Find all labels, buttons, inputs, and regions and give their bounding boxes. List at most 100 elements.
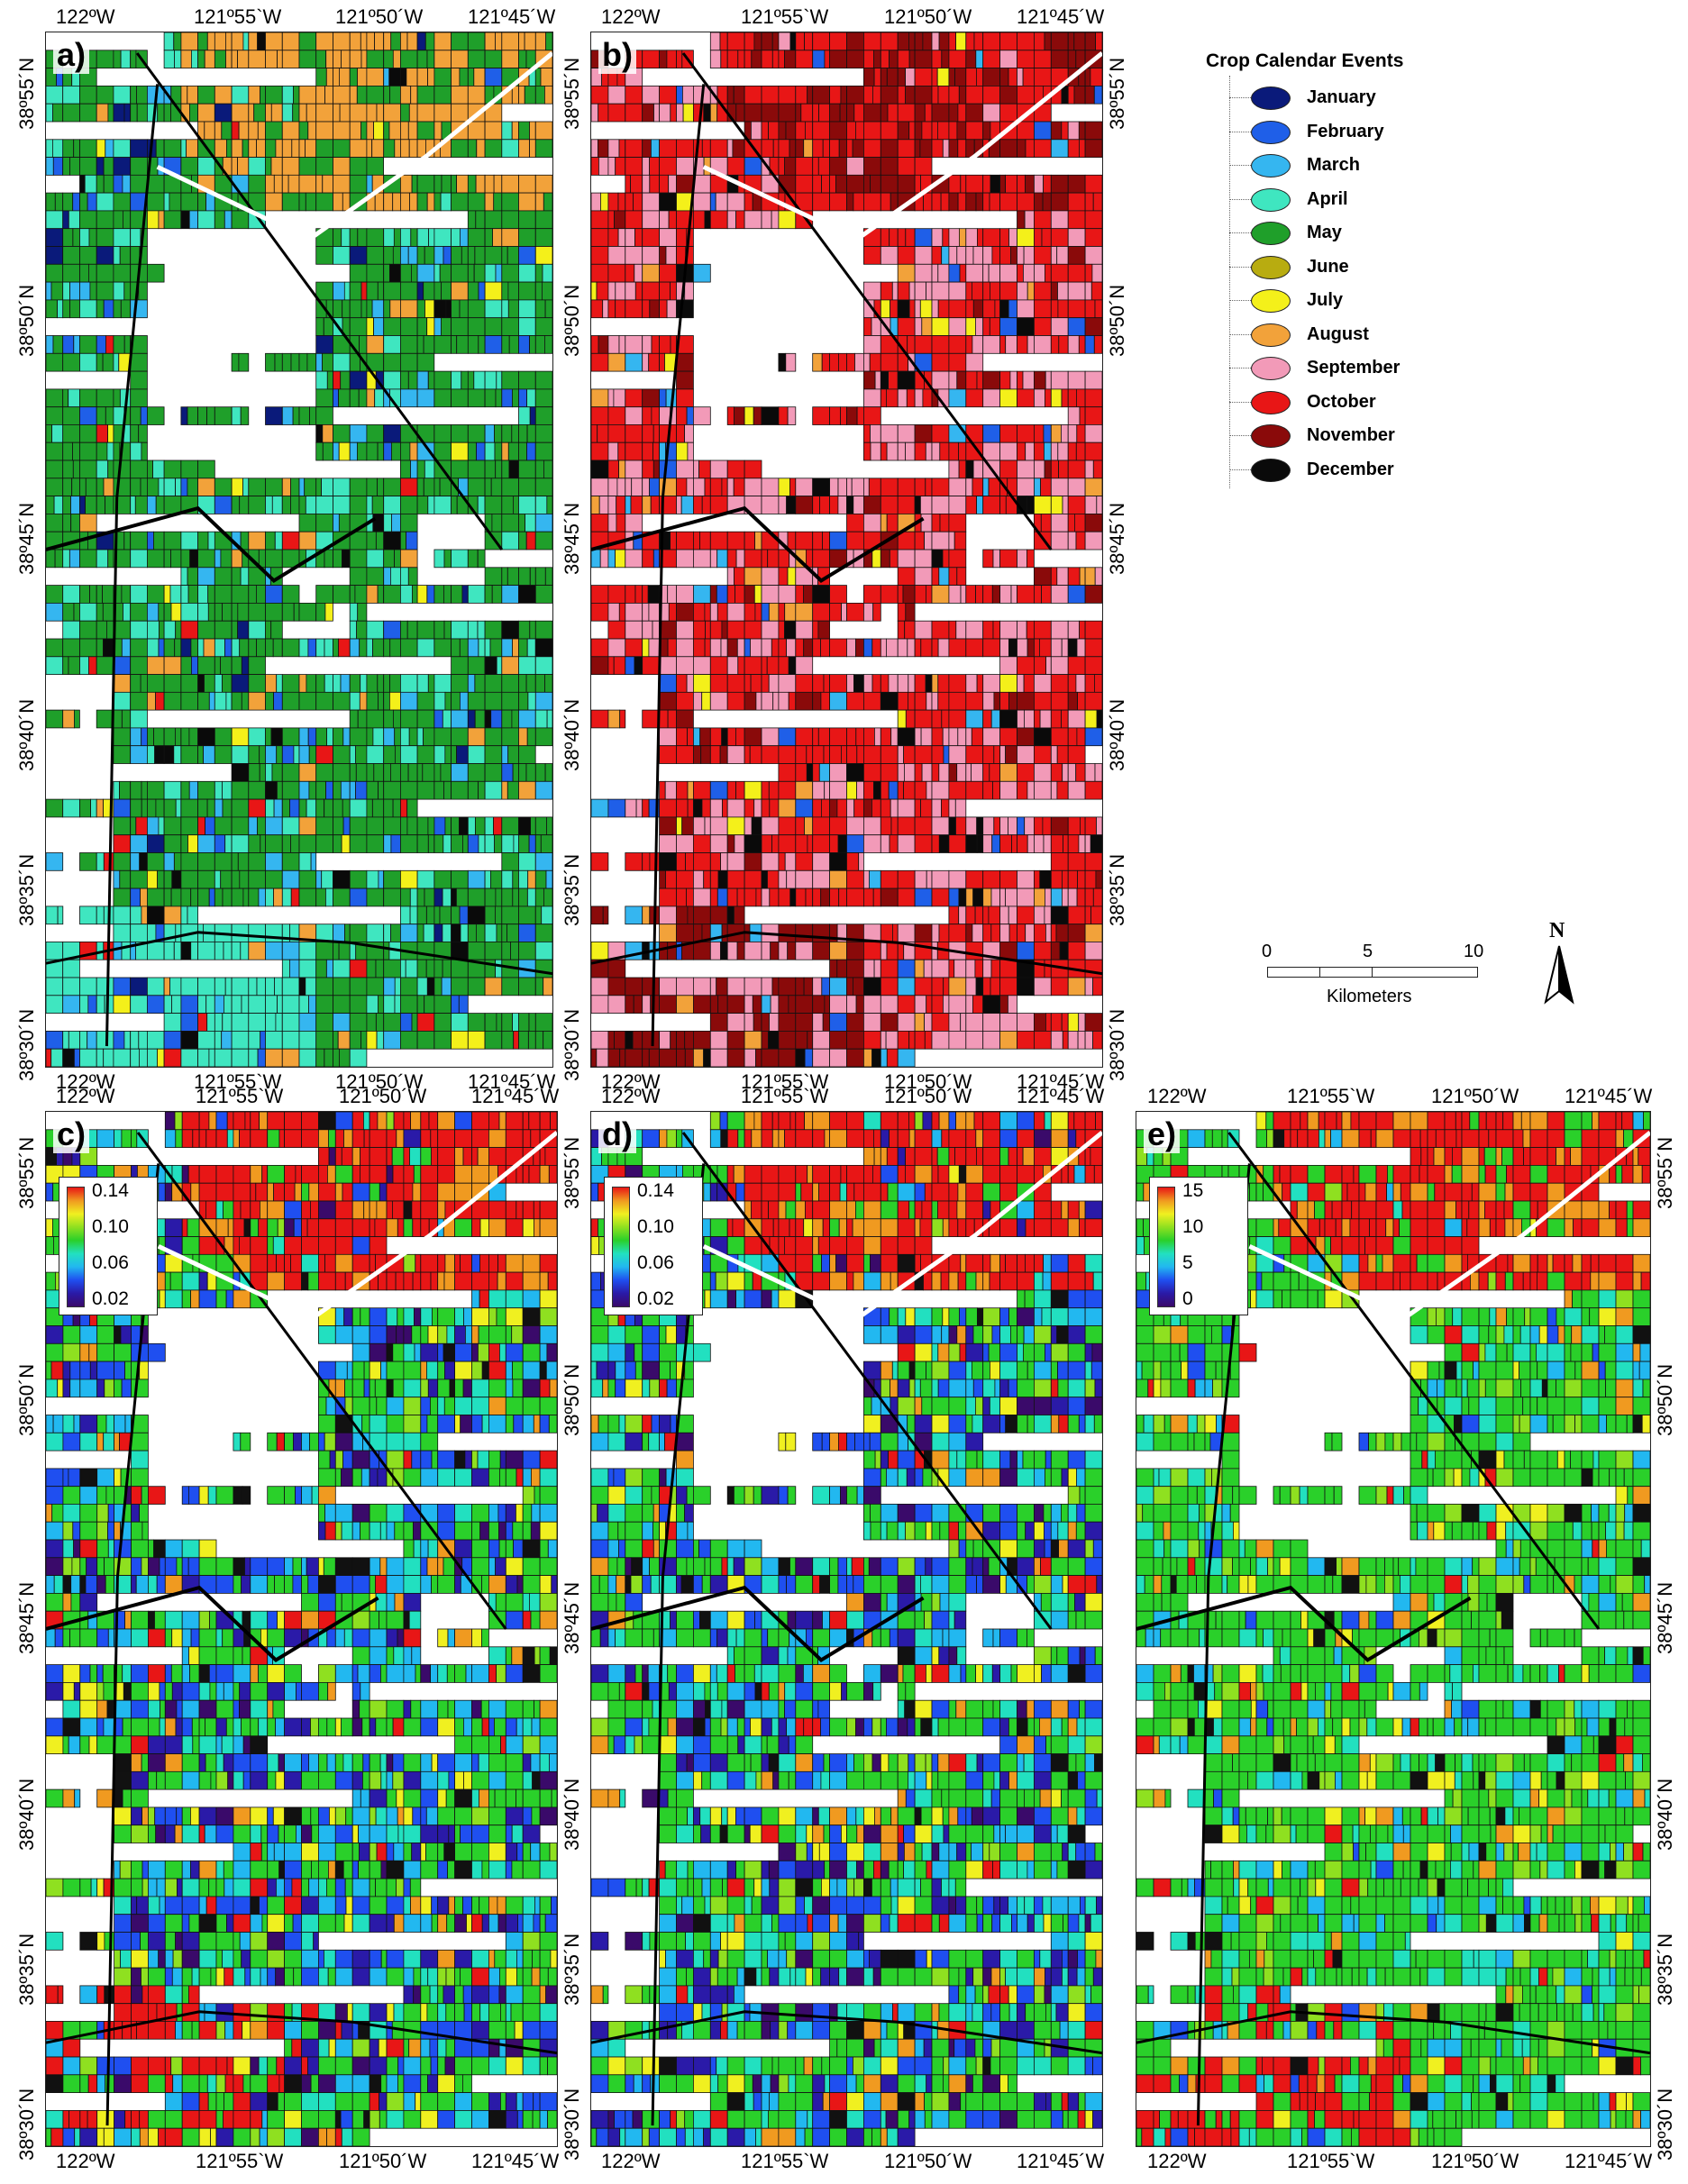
legend-label: March: [1307, 155, 1360, 175]
lon-tick-top: 121º50´W: [335, 5, 424, 28]
panel-label-e: e): [1144, 1115, 1181, 1153]
lat-tick-left: 38º40´N: [561, 1778, 583, 1851]
legend-swatch: [1251, 289, 1291, 313]
legend-swatch: [1251, 357, 1291, 380]
lon-tick-top: 121º55`W: [196, 1085, 284, 1107]
legend-label: December: [1307, 459, 1394, 479]
colorbar-e: 15 10 5 0: [1149, 1177, 1248, 1315]
lat-tick-left: 38º40´N: [15, 1778, 38, 1851]
field-mosaic: [591, 1112, 1102, 2146]
map-panel-b: b): [590, 32, 1103, 1068]
colorbar-label: 0.10: [92, 1216, 129, 1237]
lon-tick-top: 122ºW: [56, 5, 115, 28]
colorbar-label: 0.06: [92, 1252, 129, 1273]
legend-label: August: [1307, 323, 1369, 344]
legend-connector-tick: [1229, 401, 1251, 403]
field-mosaic: [1136, 1112, 1650, 2146]
lon-tick-bottom: 122ºW: [56, 1070, 115, 1093]
legend-connector-tick: [1229, 469, 1251, 470]
legend-connector-tick: [1229, 232, 1251, 233]
legend-label: May: [1307, 223, 1342, 242]
lon-tick-bottom: 122ºW: [1147, 2150, 1207, 2172]
lon-tick-top: 121º45´W: [1017, 1085, 1105, 1107]
scale-segment-2: [1319, 967, 1373, 978]
lon-tick-bottom: 121º50´W: [335, 1070, 424, 1093]
colorbar-label: 0.14: [92, 1180, 129, 1201]
lat-tick-right: 38º40´N: [1654, 1778, 1676, 1851]
lon-tick-top: 121º55`W: [741, 1085, 829, 1107]
lat-tick-left: 38º45´N: [15, 502, 38, 575]
lat-tick-left: 38º35´N: [15, 853, 38, 926]
lat-tick-left: 38º45´N: [561, 1581, 583, 1654]
lon-tick-top: 121º50´W: [884, 1085, 972, 1107]
colorbar-label: 0.02: [92, 1288, 129, 1309]
lat-tick-left: 38º30´N: [561, 1008, 583, 1081]
legend-swatch: [1251, 390, 1291, 414]
colorbar-gradient: [67, 1187, 85, 1307]
lat-tick-left: 38º50´N: [15, 284, 38, 357]
panel-label-d: d): [598, 1115, 636, 1153]
lon-tick-top: 121º45´W: [1017, 5, 1105, 28]
lon-tick-bottom: 122ºW: [601, 1070, 661, 1093]
lon-tick-bottom: 121º55`W: [194, 1070, 282, 1093]
colorbar-label: 0.06: [637, 1252, 674, 1273]
lat-tick-right: 38º35´N: [1106, 853, 1128, 926]
colorbar-label: 0.10: [637, 1216, 674, 1237]
legend-label: September: [1307, 358, 1401, 378]
scale-tick-0: 0: [1262, 942, 1273, 961]
lat-tick-right: 38º45´N: [1654, 1581, 1676, 1654]
lat-tick-right: 38º55´N: [1106, 57, 1128, 130]
map-panel-e: e) 15 10 5 0: [1136, 1111, 1651, 2147]
lon-tick-top: 122ºW: [601, 5, 661, 28]
lon-tick-top: 122ºW: [56, 1085, 115, 1107]
map-panel-a: a): [45, 32, 553, 1068]
scale-bar: 0 5 10 Kilometers: [1262, 942, 1496, 1014]
lat-tick-left: 38º55´N: [561, 57, 583, 130]
legend-connector-tick: [1229, 368, 1251, 369]
legend-title: Crop Calendar Events: [1206, 50, 1404, 71]
colorbar-d: 0.14 0.10 0.06 0.02: [604, 1177, 703, 1315]
lon-tick-bottom: 121º45´W: [468, 1070, 556, 1093]
scale-unit: Kilometers: [1327, 987, 1412, 1006]
legend-swatch: [1251, 120, 1291, 144]
lon-tick-bottom: 121º45´W: [1565, 2150, 1653, 2172]
lon-tick-top: 121º45´W: [1565, 1085, 1653, 1107]
lat-tick-left: 38º30´N: [15, 1008, 38, 1081]
lat-tick-right: 38º55´N: [1654, 1136, 1676, 1209]
lat-tick-right: 38º30´N: [1106, 1008, 1128, 1081]
lat-tick-left: 38º30´N: [561, 2088, 583, 2161]
legend-connector-tick: [1229, 198, 1251, 200]
lat-tick-right: 38º45´N: [1106, 502, 1128, 575]
lon-tick-top: 121º50´W: [884, 5, 972, 28]
lat-tick-left: 38º35´N: [15, 1933, 38, 2006]
legend-swatch: [1251, 222, 1291, 245]
north-arrow-icon: [1544, 945, 1574, 1005]
field-mosaic: [591, 32, 1102, 1067]
scale-tick-5: 5: [1363, 942, 1373, 961]
lat-tick-right: 38º50´N: [1106, 284, 1128, 357]
lat-tick-left: 38º55´N: [15, 1136, 38, 1209]
colorbar-c: 0.14 0.10 0.06 0.02: [59, 1177, 158, 1315]
legend: Crop Calendar Events January February Marc…: [1206, 45, 1548, 496]
lat-tick-left: 38º30´N: [15, 2088, 38, 2161]
map-panel-d: d) 0.14 0.10 0.06 0.02: [590, 1111, 1103, 2147]
lon-tick-bottom: 121º50´W: [884, 1070, 972, 1093]
lon-tick-top: 121º50´W: [339, 1085, 427, 1107]
lon-tick-bottom: 121º45´W: [1017, 1070, 1105, 1093]
lon-tick-top: 121º55`W: [194, 5, 282, 28]
lat-tick-right: 38º30´N: [1654, 2088, 1676, 2161]
legend-label: November: [1307, 425, 1395, 445]
legend-connector-tick: [1229, 300, 1251, 301]
lat-tick-left: 38º50´N: [15, 1363, 38, 1436]
legend-swatch: [1251, 424, 1291, 448]
lon-tick-top: 122ºW: [601, 1085, 661, 1107]
legend-label: January: [1307, 87, 1376, 107]
lon-tick-bottom: 122ºW: [56, 2150, 115, 2172]
legend-label: October: [1307, 391, 1376, 412]
colorbar-label: 5: [1182, 1252, 1193, 1273]
lon-tick-top: 121º45´W: [471, 1085, 560, 1107]
lon-tick-bottom: 122ºW: [601, 2150, 661, 2172]
legend-connector-tick: [1229, 97, 1251, 98]
legend-label: February: [1307, 121, 1384, 141]
panel-label-b: b): [598, 36, 636, 74]
